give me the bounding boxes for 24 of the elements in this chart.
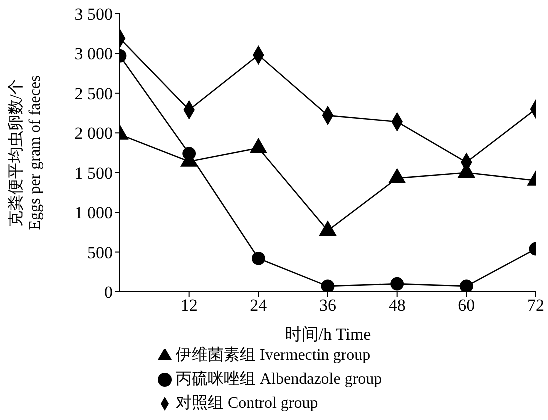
point bbox=[460, 280, 474, 292]
point bbox=[252, 252, 266, 266]
y-tick-label: 1 000 bbox=[74, 204, 113, 223]
x-tick-label: 72 bbox=[528, 296, 544, 316]
x-tick-label: 36 bbox=[320, 296, 336, 316]
point bbox=[182, 147, 196, 160]
y-tick-label: 0 bbox=[104, 283, 113, 302]
x-axis-title: 时间/h Time bbox=[284, 325, 372, 344]
y-tick-label: 500 bbox=[88, 243, 113, 262]
x-tick-label: 24 bbox=[250, 296, 268, 316]
x-tick-label: 48 bbox=[388, 296, 406, 316]
legend-label: 对照组 Control group bbox=[176, 395, 318, 412]
point bbox=[390, 277, 404, 291]
y-tick-label: 3 000 bbox=[74, 44, 113, 64]
x-tick-label: 12 bbox=[180, 296, 198, 316]
legend-label: 丙硫咪唑组 Albendazole group bbox=[176, 371, 382, 388]
y-tick-label: 3 500 bbox=[74, 5, 113, 24]
y-tick-label: 2 500 bbox=[74, 84, 113, 104]
x-tick-label: 60 bbox=[458, 296, 476, 316]
y-tick-label: 1 500 bbox=[74, 164, 113, 183]
y-axis-title: 克粪便平均虫卵数/个 Eggs per gram of faeces bbox=[7, 76, 44, 230]
legend-label: 伊维菌素组 Ivermectin group bbox=[176, 347, 371, 364]
point bbox=[321, 280, 335, 292]
y-tick-label: 2 000 bbox=[74, 124, 113, 144]
